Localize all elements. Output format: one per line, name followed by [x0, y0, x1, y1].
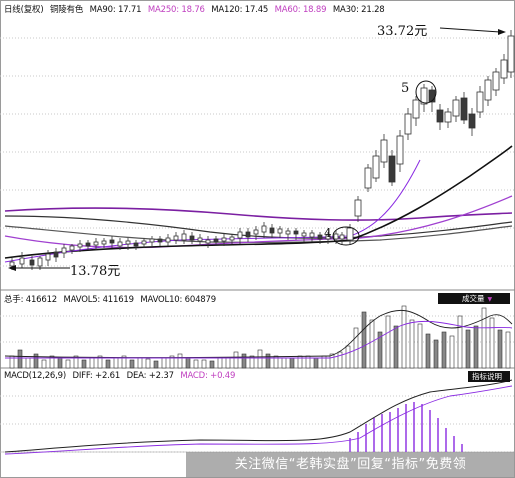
marker-4-circle: [332, 226, 360, 246]
mavol5-value: MAVOL5: 411619: [63, 295, 135, 305]
mavol5-line: [4, 309, 513, 358]
mavol10-value: MAVOL10: 604879: [140, 295, 216, 305]
macd-diff-line: [4, 379, 513, 453]
candlesticks: [9, 30, 515, 270]
volume-indicator-label: 成交量: [462, 294, 485, 303]
macd-bars: [349, 402, 463, 452]
macd-macd-value: MACD: +0.49: [180, 371, 236, 381]
ma60-line: [4, 195, 513, 249]
dropdown-arrow-icon: ▼: [487, 296, 493, 303]
ma120-line: [4, 215, 513, 239]
watermark-banner: 关注微信“老韩实盘”回复“指标”免费领: [186, 452, 515, 478]
high-price-arrow: [439, 27, 506, 35]
volume-bars: [9, 305, 511, 369]
ma30-line: [4, 145, 513, 259]
indicator-help-label: 指标说明: [472, 372, 502, 381]
volume-panel-header: 总手: 416612 MAVOL5: 411619 MAVOL10: 60487…: [4, 293, 220, 305]
ma90-value: MA90: 17.71: [89, 5, 142, 15]
ma120-value: MA120: 17.45: [211, 5, 269, 15]
macd-diff-value: DIFF: +2.61: [72, 371, 121, 381]
marker-4-label: 4: [324, 226, 332, 240]
price-panel-header: 日线(复权) 铜陵有色 MA90: 17.71 MA250: 18.76 MA1…: [4, 3, 389, 15]
ma30-value: MA30: 21.28: [332, 5, 385, 15]
macd-dea-line: [4, 385, 513, 455]
volume-indicator-button[interactable]: 成交量 ▼: [438, 293, 510, 304]
marker-5-label: 5: [401, 81, 410, 96]
indicator-help-button[interactable]: 指标说明: [468, 371, 510, 382]
macd-panel-header: MACD(12,26,9) DIFF: +2.61 DEA: +2.37 MAC…: [4, 371, 239, 381]
ma60-value: MA60: 18.89: [274, 5, 327, 15]
low-price-label: 13.78元: [70, 264, 121, 279]
period-label: 日线(复权): [4, 5, 44, 15]
ma250-value: MA250: 18.76: [147, 5, 205, 15]
stock-name-label: 铜陵有色: [49, 5, 84, 15]
total-volume-value: 总手: 416612: [4, 295, 58, 305]
low-price-arrow: [8, 265, 70, 271]
marker-5-circle: [415, 80, 437, 104]
high-price-label: 33.72元: [377, 24, 428, 39]
macd-dea-value: DEA: +2.37: [126, 371, 174, 381]
ma250-line: [4, 207, 513, 221]
ma-short-line: [4, 159, 421, 263]
macd-params-label: MACD(12,26,9): [4, 371, 66, 381]
price-gridlines: [0, 37, 515, 267]
ma90-line: [4, 225, 513, 243]
volume-gridlines: [0, 315, 515, 343]
